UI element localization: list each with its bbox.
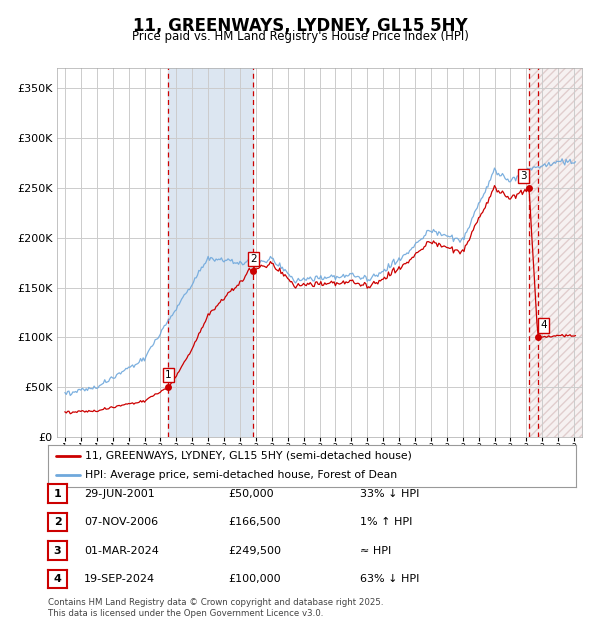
Text: 07-NOV-2006: 07-NOV-2006: [84, 517, 158, 527]
Text: £166,500: £166,500: [228, 517, 281, 527]
Text: £100,000: £100,000: [228, 574, 281, 584]
Text: ≈ HPI: ≈ HPI: [360, 546, 391, 556]
Text: 29-JUN-2001: 29-JUN-2001: [84, 489, 155, 498]
Text: 3: 3: [520, 171, 527, 182]
Text: 63% ↓ HPI: 63% ↓ HPI: [360, 574, 419, 584]
Text: £50,000: £50,000: [228, 489, 274, 498]
Text: 3: 3: [54, 546, 61, 556]
Text: 1: 1: [54, 489, 61, 498]
Text: 19-SEP-2024: 19-SEP-2024: [84, 574, 155, 584]
Bar: [168, 68, 253, 437]
Text: £249,500: £249,500: [228, 546, 281, 556]
Text: 11, GREENWAYS, LYDNEY, GL15 5HY: 11, GREENWAYS, LYDNEY, GL15 5HY: [133, 17, 467, 35]
Text: HPI: Average price, semi-detached house, Forest of Dean: HPI: Average price, semi-detached house,…: [85, 471, 397, 480]
Text: 1% ↑ HPI: 1% ↑ HPI: [360, 517, 412, 527]
Text: 4: 4: [53, 574, 62, 584]
Text: Price paid vs. HM Land Registry's House Price Index (HPI): Price paid vs. HM Land Registry's House …: [131, 30, 469, 43]
Text: 1: 1: [165, 370, 172, 380]
Text: Contains HM Land Registry data © Crown copyright and database right 2025.
This d: Contains HM Land Registry data © Crown c…: [48, 598, 383, 618]
Bar: [529, 68, 582, 437]
Text: 2: 2: [54, 517, 61, 527]
Text: 4: 4: [540, 321, 547, 330]
Text: 01-MAR-2024: 01-MAR-2024: [84, 546, 159, 556]
Text: 33% ↓ HPI: 33% ↓ HPI: [360, 489, 419, 498]
Text: 2: 2: [250, 254, 257, 264]
Bar: [529, 68, 582, 437]
Text: 11, GREENWAYS, LYDNEY, GL15 5HY (semi-detached house): 11, GREENWAYS, LYDNEY, GL15 5HY (semi-de…: [85, 451, 412, 461]
